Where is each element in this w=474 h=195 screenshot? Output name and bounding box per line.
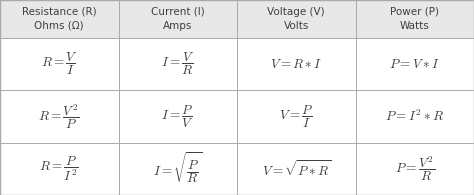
- Text: $P = I^2 * R$: $P = I^2 * R$: [385, 109, 445, 124]
- Text: $I = \dfrac{P}{V}$: $I = \dfrac{P}{V}$: [161, 103, 194, 129]
- Text: Voltage (V)
Volts: Voltage (V) Volts: [267, 7, 325, 31]
- Text: Resistance (R)
Ohms (Ω): Resistance (R) Ohms (Ω): [22, 7, 97, 31]
- Text: $P = \dfrac{V^2}{R}$: $P = \dfrac{V^2}{R}$: [395, 155, 435, 183]
- Bar: [0, 0, 474, 38]
- Text: $P = V * I$: $P = V * I$: [389, 58, 440, 71]
- Text: $R = \dfrac{V^2}{P}$: $R = \dfrac{V^2}{P}$: [38, 102, 80, 131]
- Text: $V = \sqrt{P * R}$: $V = \sqrt{P * R}$: [262, 159, 331, 179]
- Text: $R = \dfrac{P}{I^2}$: $R = \dfrac{P}{I^2}$: [39, 155, 79, 183]
- Text: $R = \dfrac{V}{I}$: $R = \dfrac{V}{I}$: [41, 51, 78, 77]
- Text: $I = \sqrt{\dfrac{P}{R}}$: $I = \sqrt{\dfrac{P}{R}}$: [153, 151, 202, 186]
- Text: $V = R * I$: $V = R * I$: [270, 58, 322, 71]
- Text: $V = \dfrac{P}{I}$: $V = \dfrac{P}{I}$: [279, 103, 313, 129]
- Text: Power (P)
Watts: Power (P) Watts: [390, 7, 439, 31]
- Text: Current (I)
Amps: Current (I) Amps: [151, 7, 205, 31]
- Text: $I = \dfrac{V}{R}$: $I = \dfrac{V}{R}$: [161, 51, 195, 77]
